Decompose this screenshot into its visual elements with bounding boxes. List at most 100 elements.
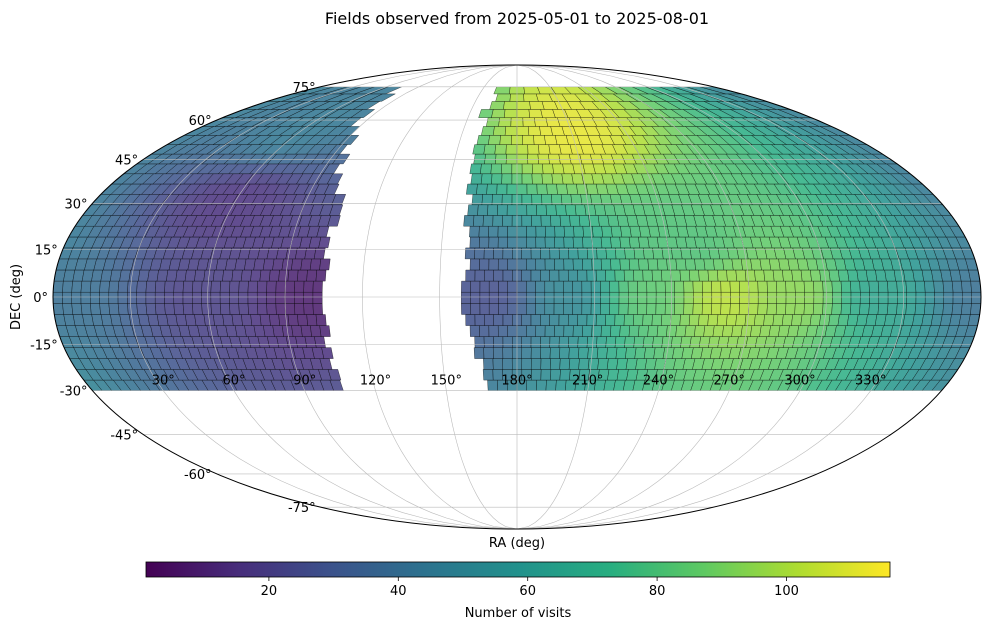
- heatmap-tile: [535, 325, 546, 337]
- heatmap-tile: [521, 173, 533, 185]
- heatmap-tile: [505, 144, 518, 155]
- heatmap-tile: [831, 280, 842, 293]
- heatmap-tile: [536, 204, 547, 216]
- heatmap-tile: [804, 291, 815, 304]
- heatmap-tile: [565, 204, 577, 216]
- heatmap-tile: [688, 314, 700, 326]
- heatmap-tile: [610, 325, 621, 337]
- heatmap-tile: [831, 303, 842, 315]
- heatmap-tile: [184, 314, 197, 326]
- heatmap-tile: [568, 358, 580, 370]
- heatmap-tile: [156, 269, 169, 282]
- heatmap-tile: [491, 109, 506, 118]
- heatmap-tile: [192, 280, 203, 293]
- heatmap-tile: [544, 291, 555, 304]
- heatmap-tile: [536, 183, 548, 195]
- heatmap-tile: [776, 291, 787, 304]
- heatmap-tile: [716, 314, 728, 326]
- heatmap-tile: [80, 280, 92, 293]
- heatmap-tile: [577, 347, 589, 359]
- heatmap-tile: [491, 173, 503, 185]
- heatmap-tile: [586, 336, 598, 348]
- heatmap-tile: [250, 269, 262, 282]
- heatmap-tile: [540, 358, 551, 370]
- ra-tick-label: 270°: [714, 374, 745, 389]
- heatmap-tile: [477, 204, 489, 216]
- heatmap-tile: [559, 215, 571, 227]
- heatmap-tile: [367, 93, 396, 102]
- heatmap-tile: [971, 291, 981, 304]
- heatmap-tile: [534, 117, 549, 127]
- heatmap-tile: [567, 314, 579, 326]
- heatmap-tile: [526, 258, 537, 271]
- heatmap-tile: [896, 280, 907, 293]
- heatmap-tile: [951, 280, 963, 293]
- heatmap-tile: [694, 258, 706, 271]
- heatmap-tile: [528, 109, 543, 118]
- map-area: [53, 65, 981, 529]
- heatmap-tile: [664, 303, 675, 315]
- heatmap-tile: [219, 291, 230, 304]
- heatmap-tile: [757, 291, 768, 304]
- colorbar-tick-label: 100: [774, 584, 799, 599]
- heatmap-tile: [516, 144, 529, 155]
- heatmap-tile: [544, 280, 555, 293]
- heatmap-tile: [596, 347, 608, 359]
- heatmap-tile: [558, 314, 569, 326]
- heatmap-tile: [516, 258, 527, 271]
- heatmap-tile: [136, 291, 147, 304]
- heatmap-tile: [832, 291, 842, 304]
- heatmap-tile: [656, 325, 668, 337]
- heatmap-tile: [646, 280, 657, 293]
- heatmap-tile: [544, 258, 555, 271]
- heatmap-tile: [502, 215, 513, 227]
- heatmap-tile: [476, 183, 488, 195]
- heatmap-tile: [474, 269, 485, 282]
- heatmap-tile: [269, 314, 281, 326]
- heatmap-tile: [229, 303, 240, 315]
- heatmap-tile: [238, 280, 249, 293]
- heatmap-tile: [483, 358, 494, 370]
- heatmap-tile: [924, 291, 935, 304]
- heatmap-tile: [535, 225, 546, 238]
- heatmap-tile: [633, 269, 644, 282]
- heatmap-tile: [849, 303, 861, 315]
- ra-gridline: [207, 65, 518, 529]
- heatmap-tile: [701, 280, 713, 293]
- heatmap-tile: [541, 173, 554, 185]
- heatmap-tile: [573, 225, 585, 238]
- heatmap-tile: [482, 215, 494, 227]
- heatmap-tile: [572, 325, 584, 337]
- heatmap-tile: [291, 325, 303, 337]
- heatmap-tile: [108, 280, 120, 293]
- heatmap-tile: [619, 236, 631, 249]
- heatmap-tile: [642, 269, 653, 282]
- heatmap-tile: [507, 325, 518, 337]
- heatmap-tile: [465, 314, 476, 326]
- heatmap-tile: [530, 314, 541, 326]
- heatmap-tile: [296, 269, 308, 282]
- heatmap-tile: [90, 303, 101, 315]
- heatmap-tile: [326, 173, 344, 185]
- dec-tick-label: 60°: [189, 114, 212, 129]
- heatmap-tile: [655, 280, 666, 293]
- heatmap-tile: [590, 280, 601, 293]
- heatmap-tile: [99, 291, 110, 304]
- heatmap-tile: [566, 183, 579, 195]
- heatmap-tile: [605, 269, 616, 282]
- heatmap-tile: [284, 291, 295, 304]
- dec-tick-label: 30°: [64, 197, 87, 212]
- heatmap-tile: [497, 258, 508, 271]
- heatmap-tile: [803, 303, 815, 315]
- heatmap-tile: [62, 280, 73, 293]
- heatmap-tile: [887, 291, 898, 304]
- heatmap-tile: [507, 303, 518, 315]
- heatmap-tile: [554, 325, 565, 337]
- heatmap-tile: [567, 269, 579, 282]
- heatmap-tile: [596, 336, 607, 348]
- heatmap-tile: [493, 269, 504, 282]
- heatmap-tile: [549, 347, 561, 359]
- heatmap-tile: [625, 347, 637, 359]
- heatmap-tile: [646, 303, 657, 315]
- heatmap-tile: [536, 379, 547, 391]
